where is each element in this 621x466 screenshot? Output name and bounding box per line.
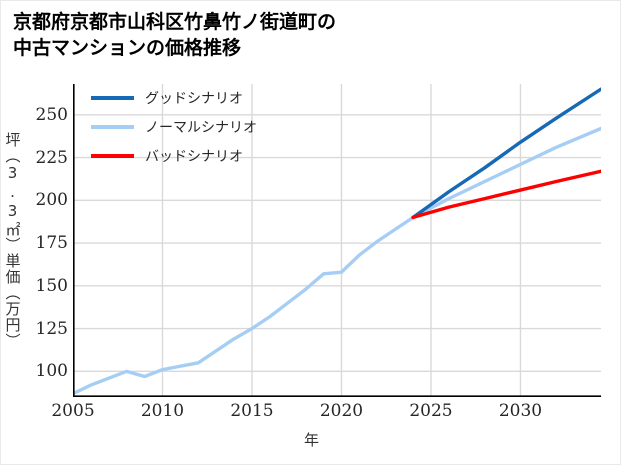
y-tick-label: 125 bbox=[35, 318, 68, 339]
plot-area bbox=[73, 84, 601, 397]
legend-label: ノーマルシナリオ bbox=[145, 119, 257, 136]
x-tick-label: 2025 bbox=[409, 401, 453, 421]
legend-label: グッドシナリオ bbox=[145, 90, 243, 107]
x-tick-label: 2030 bbox=[498, 401, 543, 421]
legend-swatch-icon bbox=[91, 153, 134, 158]
series-line-good bbox=[411, 87, 601, 220]
y-axis-label: 坪（3.3㎡）単価（万円） bbox=[3, 132, 22, 349]
legend-swatch-icon bbox=[91, 124, 134, 129]
series-line-normal bbox=[73, 126, 601, 396]
x-tick-label: 2020 bbox=[319, 401, 364, 421]
y-tick-label: 200 bbox=[35, 190, 68, 211]
legend-swatch-icon bbox=[91, 95, 134, 100]
x-axis-label: 年 bbox=[303, 431, 319, 449]
x-tick-label: 2010 bbox=[140, 401, 185, 421]
chart-legend: グッドシナリオ ノーマルシナリオ バッドシナリオ bbox=[91, 89, 257, 165]
legend-label: バッドシナリオ bbox=[145, 148, 243, 165]
series-line-bad bbox=[411, 169, 601, 220]
chart-canvas bbox=[73, 84, 601, 397]
legend-item[interactable]: バッドシナリオ bbox=[91, 147, 257, 165]
legend-item[interactable]: ノーマルシナリオ bbox=[91, 118, 257, 136]
x-tick-label: 2005 bbox=[51, 401, 95, 421]
legend-item[interactable]: グッドシナリオ bbox=[91, 89, 257, 107]
y-tick-label: 150 bbox=[35, 275, 68, 296]
y-tick-label: 175 bbox=[35, 233, 68, 254]
y-tick-label: 225 bbox=[35, 147, 68, 168]
x-tick-label: 2015 bbox=[230, 401, 274, 421]
page-title: 京都府京都市山科区竹鼻竹ノ街道町の 中古マンションの価格推移 bbox=[13, 11, 337, 60]
y-tick-label: 250 bbox=[35, 104, 68, 125]
y-tick-label: 100 bbox=[35, 361, 68, 382]
y-axis-ticks: 100 125 150 175 200 225 250 bbox=[1, 1, 73, 466]
